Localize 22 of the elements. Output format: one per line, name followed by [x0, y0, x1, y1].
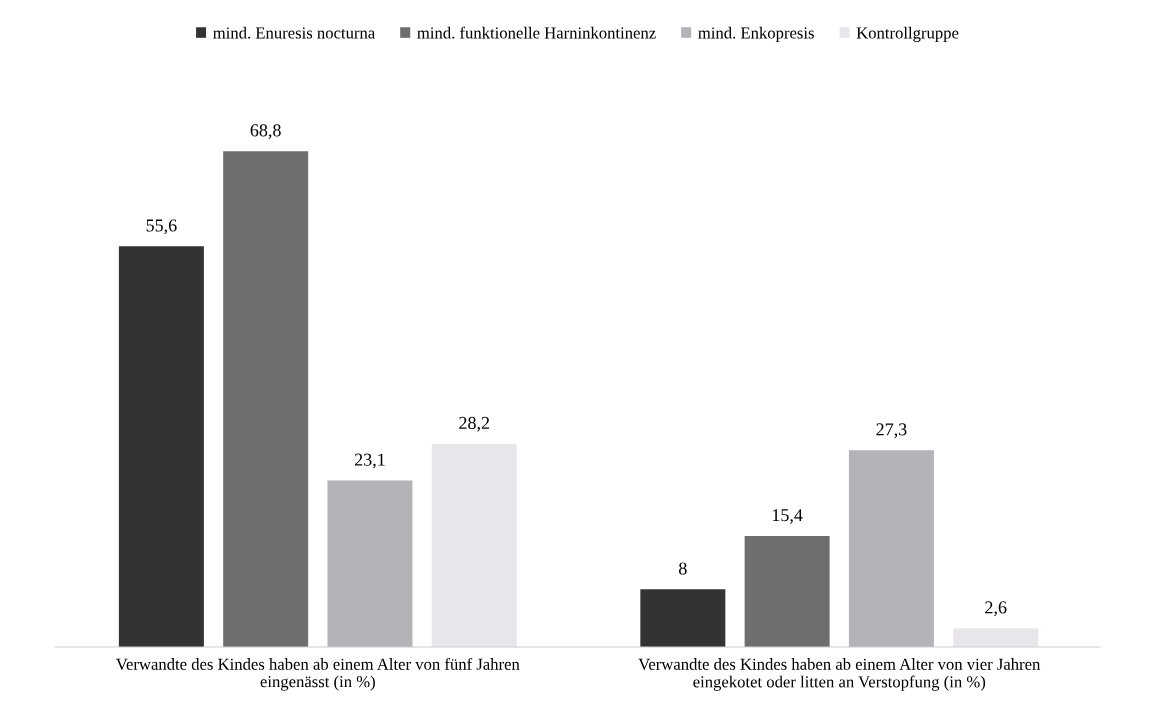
data-label: 28,2 [459, 416, 490, 432]
data-label: 68,8 [250, 124, 281, 140]
data-label: 23,1 [354, 453, 385, 469]
bar [640, 589, 726, 647]
bar [848, 450, 934, 647]
x-tick-label: Verwandte des Kindes haben ab einem Alter von vier Jahren eingekotet oder litten an Verstopfung (in %) [638, 658, 1041, 691]
data-label: 8 [679, 562, 687, 575]
legend-label: mind. Enuresis nocturna [213, 26, 375, 39]
legend-label: Kontrollgruppe [856, 26, 959, 42]
data-label: 55,6 [146, 219, 177, 235]
x-tick-label: Verwandte des Kindes haben ab einem Alter von fünf Jahren eingenässt (in %) [115, 657, 520, 691]
bar [431, 443, 517, 647]
data-label: 2,6 [985, 601, 1007, 617]
data-label: 27,3 [876, 423, 907, 439]
bar [953, 628, 1039, 647]
legend-label: mind. funktionelle Harninkontinenz [417, 26, 656, 39]
bar [118, 246, 204, 647]
legend-label: mind. Enkopresis [698, 26, 814, 42]
data-label: 15,4 [772, 509, 803, 524]
bar [744, 536, 830, 647]
bar [327, 480, 413, 647]
bar [223, 151, 309, 647]
